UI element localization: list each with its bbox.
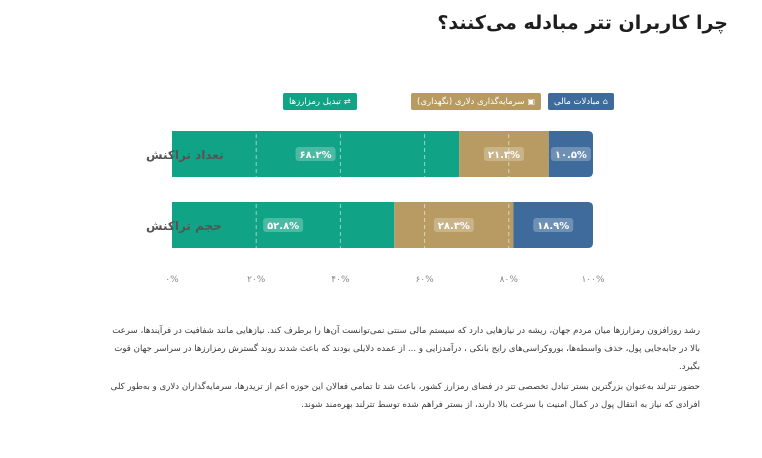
bar-segment — [459, 131, 549, 177]
paragraph-2: حضور تترلند به‌عنوان بزرگترین بستر تبادل… — [110, 382, 700, 410]
legend-label: مبادلات مالی — [554, 97, 600, 107]
bar-segment — [394, 202, 514, 248]
category-label: حجم تراکنش — [146, 219, 222, 233]
tick-label: ۴۰% — [331, 275, 350, 285]
bar-segment — [513, 202, 593, 248]
legend-item: ▣سرمایه‌گذاری دلاری (نگهداری) — [411, 93, 542, 110]
description-text: رشد روزافزون رمزارزها میان مردم جهان، ری… — [100, 322, 700, 416]
tick-label: ۱۰۰% — [581, 275, 605, 285]
legend-item: ⌂مبادلات مالی — [548, 93, 614, 110]
tick-label: ۰% — [165, 275, 179, 285]
page-title: چرا کاربران تتر مبادله می‌کنند؟ — [437, 12, 728, 34]
data-label: ۱۸.۹% — [537, 221, 569, 232]
paragraph-1: رشد روزافزون رمزارزها میان مردم جهان، ری… — [112, 326, 700, 372]
data-label: ۶۸.۲% — [299, 150, 331, 161]
category-label: تعداد تراکنش — [146, 148, 224, 162]
data-label-bg — [533, 218, 574, 232]
data-label-bg — [433, 218, 474, 232]
data-label: ۲۱.۳% — [488, 150, 520, 161]
data-label-bg — [263, 218, 304, 232]
exchange-icon: ⇄ — [343, 97, 351, 106]
data-label-bg — [483, 147, 524, 161]
legend-item: ⇄تبدیل رمزارزها — [283, 93, 357, 110]
tick-label: ۶۰% — [415, 275, 434, 285]
data-label-bg — [295, 147, 336, 161]
data-label: ۵۲.۸% — [267, 221, 299, 232]
bar-segment — [172, 202, 395, 248]
legend-label: تبدیل رمزارزها — [289, 97, 341, 107]
data-label: ۱۰.۵% — [555, 150, 587, 161]
bar-segment — [548, 131, 593, 177]
tick-label: ۲۰% — [247, 275, 266, 285]
tick-label: ۸۰% — [500, 275, 519, 285]
bank-icon: ⌂ — [602, 97, 608, 106]
legend-label: سرمایه‌گذاری دلاری (نگهداری) — [417, 97, 525, 107]
stacked-bar-chart: ۶۸.۲% ۲۱.۳% ۱۰.۵% تعداد تراکنش ۵۲.۸% ۲۸.۳% ۱۸.… — [146, 131, 605, 285]
data-label: ۲۸.۳% — [438, 221, 470, 232]
bar-segment — [172, 131, 460, 177]
data-label-bg — [550, 147, 591, 161]
wallet-icon: ▣ — [527, 97, 536, 106]
